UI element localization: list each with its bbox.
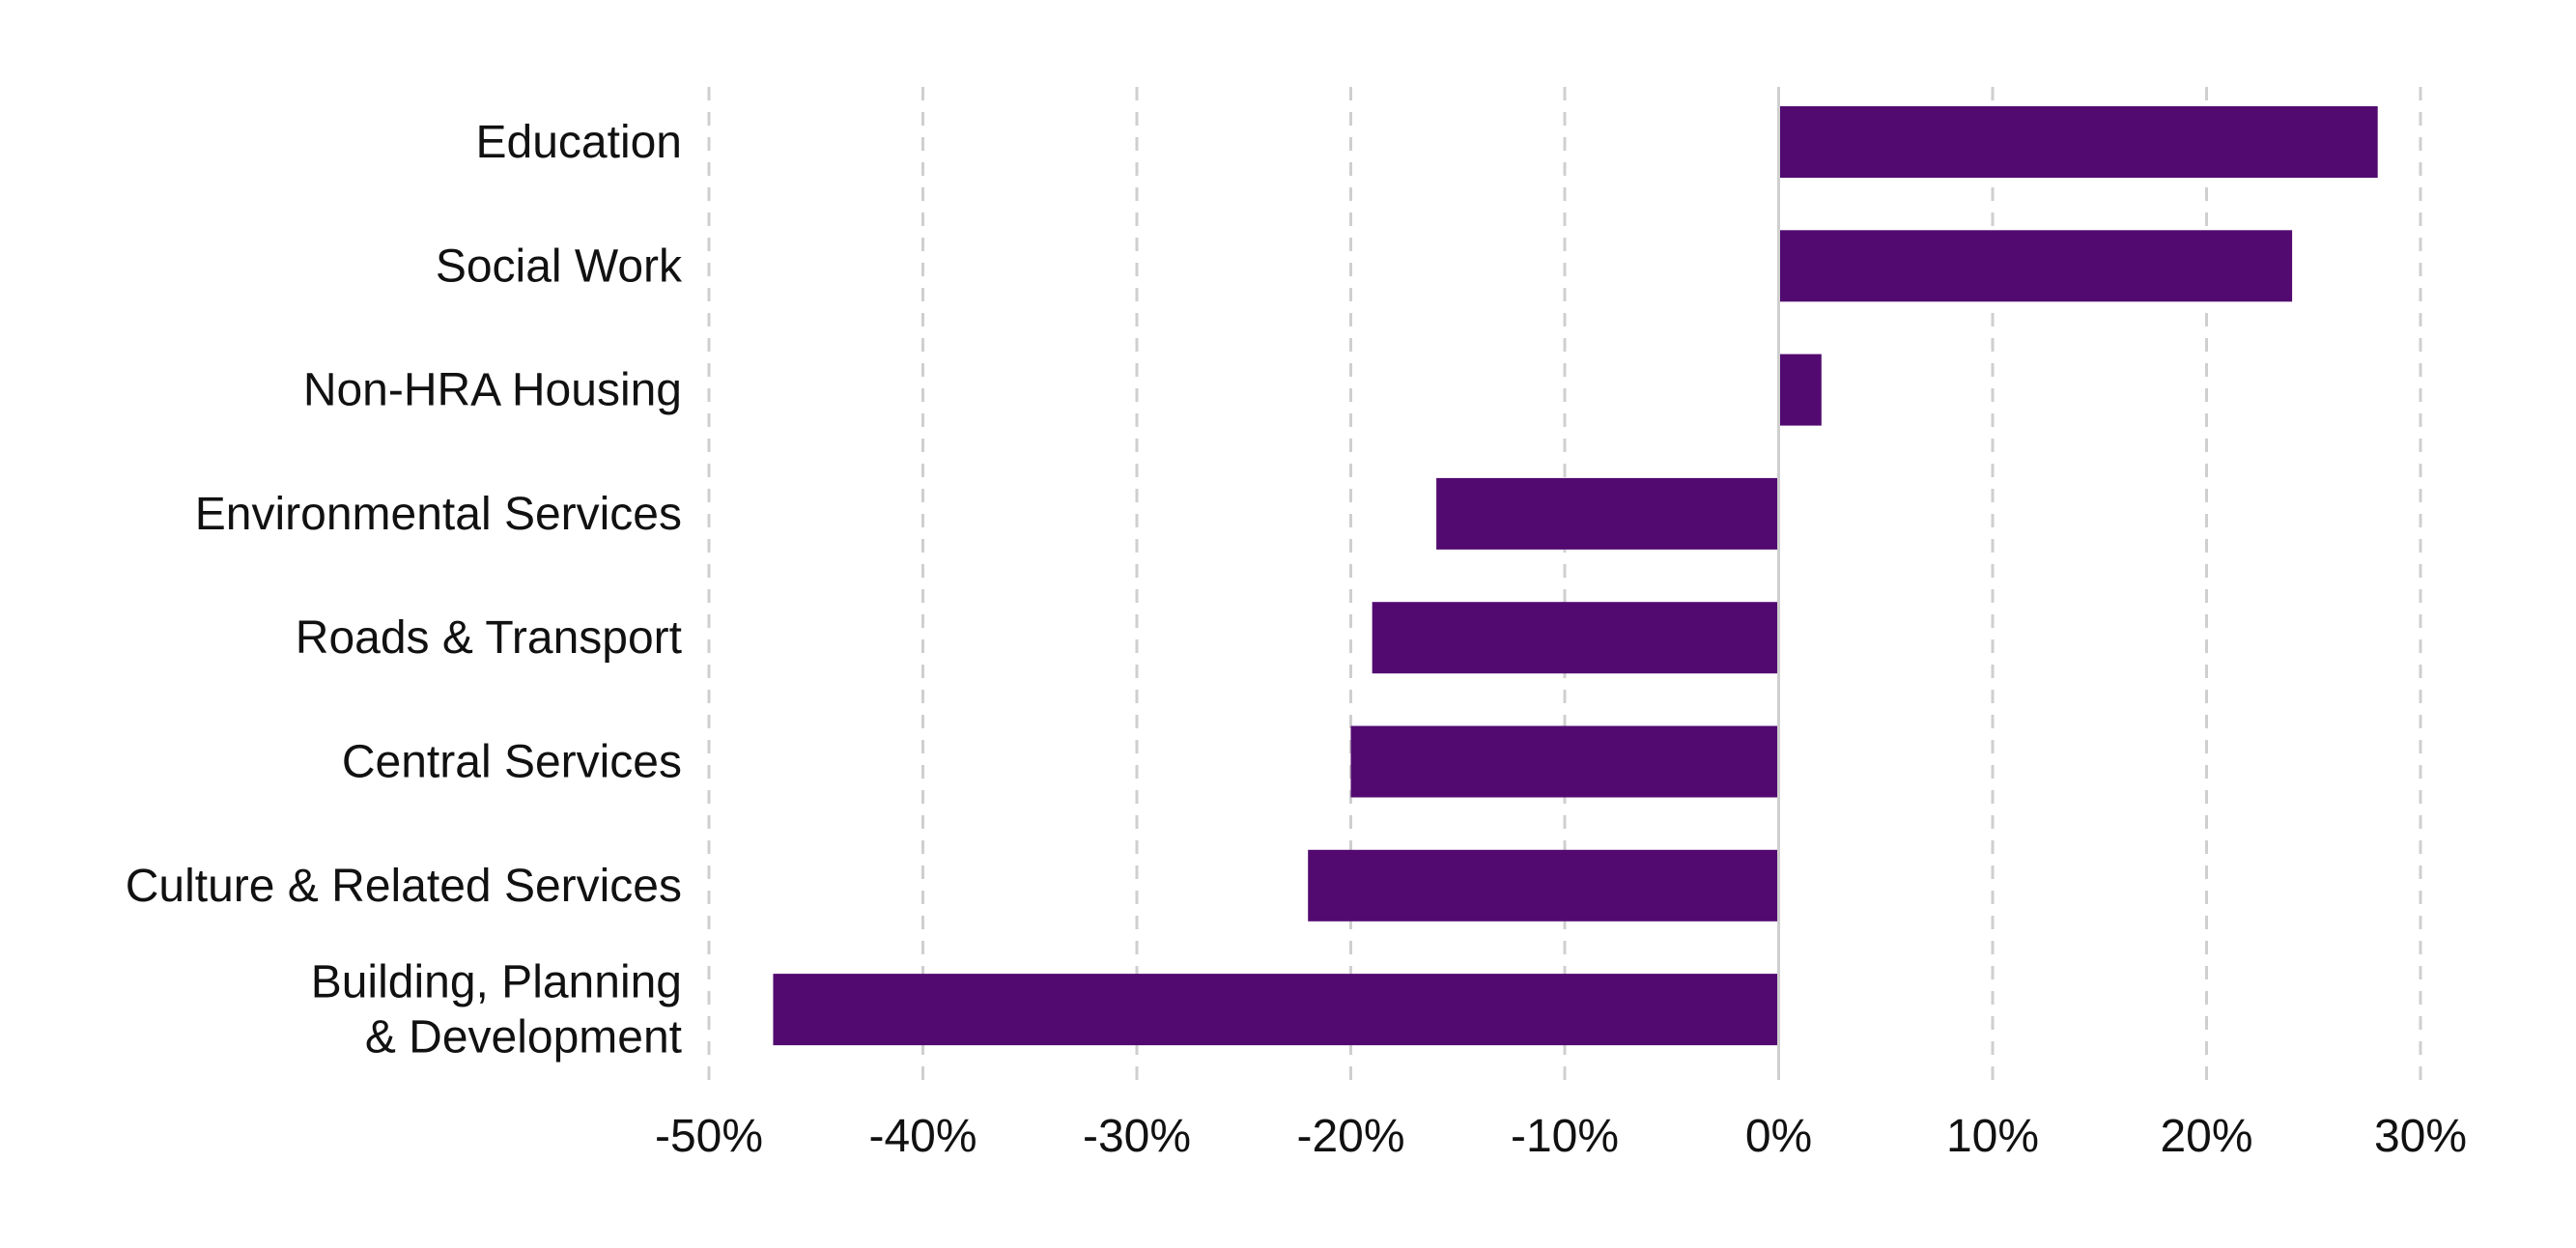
category-label-line: Environmental Services xyxy=(195,489,682,540)
bar-environmental-services xyxy=(1436,477,1779,550)
x-tick-label: 20% xyxy=(2160,1111,2252,1162)
x-tick-labels: -50% -40% -30% -20% -10% 0% 10% 20% 30% xyxy=(655,1111,2467,1162)
x-tick-label: 30% xyxy=(2374,1111,2467,1162)
category-label: Culture & Related Services xyxy=(126,861,682,912)
category-label: Central Services xyxy=(342,737,682,788)
x-tick-label: 0% xyxy=(1745,1111,1812,1162)
category-label: Roads & Transport xyxy=(296,612,682,664)
category-label: Education xyxy=(476,117,683,168)
category-label: Social Work xyxy=(436,241,683,292)
category-label-line: Education xyxy=(476,117,683,168)
category-label: Building, Planning & Development xyxy=(311,957,682,1064)
category-label-line: & Development xyxy=(365,1012,682,1064)
bar-building-planning-development xyxy=(773,974,1779,1046)
category-label: Environmental Services xyxy=(195,489,682,540)
x-tick-label: -10% xyxy=(1511,1111,1619,1162)
category-labels: Education Social Work Non-HRA Housing Envir… xyxy=(126,117,683,1064)
category-label-line: Roads & Transport xyxy=(296,612,682,664)
x-tick-label: -50% xyxy=(655,1111,763,1162)
bars xyxy=(773,106,2378,1046)
category-label-line: Culture & Related Services xyxy=(126,861,682,912)
bar-social-work xyxy=(1778,230,2293,302)
x-tick-label: -30% xyxy=(1083,1111,1191,1162)
category-label-line: Non-HRA Housing xyxy=(303,365,682,416)
bar-central-services xyxy=(1350,725,1779,798)
x-tick-label: 10% xyxy=(1946,1111,2039,1162)
category-label-line: Social Work xyxy=(436,241,683,292)
bar-culture-related-services xyxy=(1308,849,1779,922)
x-tick-label: -40% xyxy=(868,1111,977,1162)
category-label-line: Building, Planning xyxy=(311,957,682,1008)
bar-education xyxy=(1778,106,2378,178)
bar-roads-transport xyxy=(1372,602,1779,674)
x-tick-label: -20% xyxy=(1296,1111,1404,1162)
category-label: Non-HRA Housing xyxy=(303,365,682,416)
category-label-line: Central Services xyxy=(342,737,682,788)
bar-non-hra-housing xyxy=(1778,354,1822,426)
